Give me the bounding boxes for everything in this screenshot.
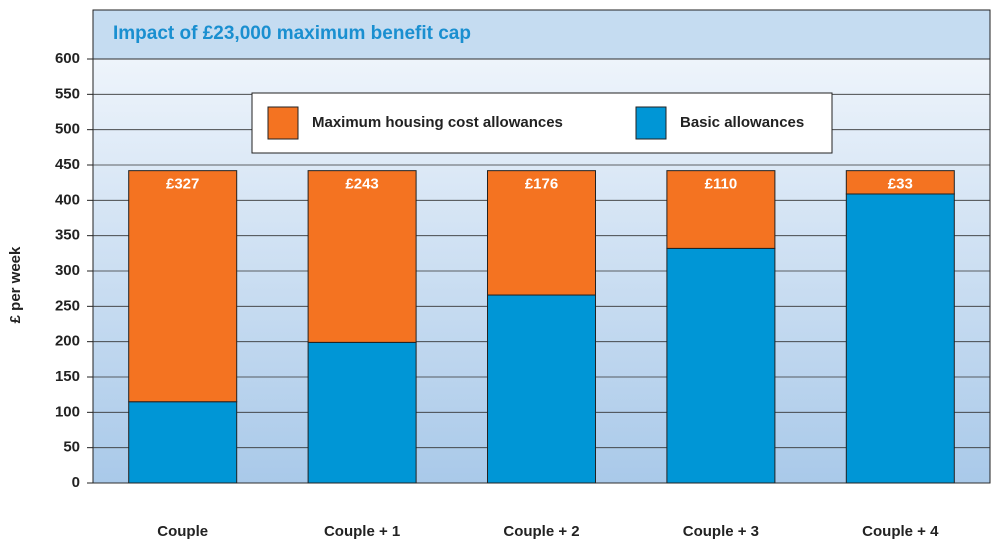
legend-swatch <box>635 106 667 140</box>
legend-label: Maximum housing cost allowances <box>312 114 563 131</box>
y-tick-label: 500 <box>55 121 80 138</box>
bar-segment <box>845 193 955 484</box>
bar-segment <box>307 170 417 343</box>
y-tick-label: 600 <box>55 50 80 67</box>
y-tick-label: 100 <box>55 403 80 420</box>
x-tick-label: Couple + 3 <box>683 523 759 540</box>
x-tick-label: Couple <box>157 523 208 540</box>
data-label: £176 <box>525 176 558 193</box>
legend-swatch <box>267 106 299 140</box>
marks: 0 50 100 150 200 250 300 350 400 450 500 550 600 Coup… <box>55 50 990 540</box>
data-label: £327 <box>166 176 199 193</box>
bar-segment <box>487 294 596 484</box>
legend: Maximum housing cost allowances Basic all… <box>251 92 833 154</box>
y-axis-label: £ per week <box>7 246 24 323</box>
chart-title: Impact of £23,000 maximum benefit cap <box>113 23 471 44</box>
bar-segment <box>128 170 238 403</box>
y-tick-label: 300 <box>55 262 80 279</box>
bar-segment <box>487 170 596 296</box>
y-tick-label: 50 <box>63 439 80 456</box>
legend-label: Basic allowances <box>680 114 804 131</box>
bar-segment <box>307 341 417 484</box>
data-label: £243 <box>345 176 378 193</box>
y-tick-label: 250 <box>55 297 80 314</box>
bar-segment <box>666 247 776 484</box>
y-tick-label: 150 <box>55 368 80 385</box>
bar-segment <box>128 401 238 484</box>
y-tick-label: 400 <box>55 191 80 208</box>
y-tick-label: 200 <box>55 333 80 350</box>
title-band <box>92 9 991 60</box>
data-label: £110 <box>705 176 738 193</box>
y-tick-label: 350 <box>55 227 80 244</box>
data-label: £33 <box>888 176 913 193</box>
bar-segment <box>666 170 776 249</box>
legend-box <box>251 92 833 154</box>
bar-segment <box>845 170 955 195</box>
y-tick-label: 550 <box>55 85 80 102</box>
y-tick-label: 0 <box>72 474 80 491</box>
y-tick-label: 450 <box>55 156 80 173</box>
x-tick-label: Couple + 2 <box>503 523 579 540</box>
x-tick-label: Couple + 4 <box>862 523 939 540</box>
x-tick-label: Couple + 1 <box>324 523 400 540</box>
